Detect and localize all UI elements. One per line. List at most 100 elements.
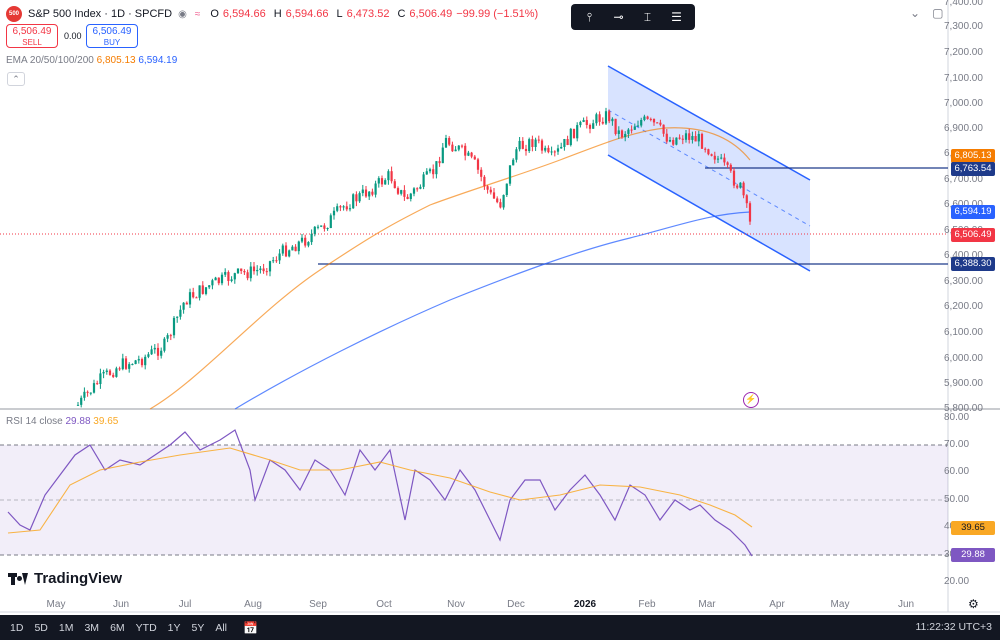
settings-gear-icon[interactable]: ⚙ xyxy=(968,597,979,611)
candle-body[interactable] xyxy=(92,383,96,393)
candle-body[interactable] xyxy=(396,188,400,194)
candles-group[interactable] xyxy=(76,107,752,408)
candle-body[interactable] xyxy=(409,193,412,199)
candle-body[interactable] xyxy=(233,273,236,280)
candle-body[interactable] xyxy=(393,181,396,189)
candle-body[interactable] xyxy=(643,116,646,120)
timeframe-button[interactable]: 5Y xyxy=(191,621,205,634)
candle-body[interactable] xyxy=(249,266,252,279)
candle-body[interactable] xyxy=(134,360,137,365)
candle-body[interactable] xyxy=(182,302,185,310)
candle-body[interactable] xyxy=(124,358,128,369)
timeframe-button[interactable]: 3M xyxy=(84,621,100,634)
candle-body[interactable] xyxy=(185,302,188,305)
candle-body[interactable] xyxy=(99,373,102,385)
candle-body[interactable] xyxy=(166,335,169,339)
candle-body[interactable] xyxy=(291,246,294,251)
candle-body[interactable] xyxy=(323,225,326,229)
candle-body[interactable] xyxy=(406,196,409,199)
candle-body[interactable] xyxy=(438,161,441,164)
candle-body[interactable] xyxy=(208,285,211,288)
candle-body[interactable] xyxy=(86,391,89,393)
candle-body[interactable] xyxy=(361,189,364,194)
candle-body[interactable] xyxy=(115,368,118,377)
compare-icon[interactable]: ≈ xyxy=(194,8,201,20)
candle-body[interactable] xyxy=(454,149,457,152)
candle-body[interactable] xyxy=(425,171,428,175)
lines-icon[interactable]: ☰ xyxy=(671,10,682,24)
candle-body[interactable] xyxy=(403,190,406,197)
candle-body[interactable] xyxy=(243,271,246,273)
candle-body[interactable] xyxy=(716,158,720,160)
candle-body[interactable] xyxy=(489,189,492,193)
measure-icon[interactable]: ⌶ xyxy=(643,9,652,24)
candle-body[interactable] xyxy=(329,215,332,229)
candle-body[interactable] xyxy=(390,171,393,182)
candle-body[interactable] xyxy=(137,359,140,361)
candle-body[interactable] xyxy=(598,114,601,122)
candle-body[interactable] xyxy=(284,245,288,257)
candle-body[interactable] xyxy=(531,139,534,147)
candle-body[interactable] xyxy=(684,133,688,140)
candle-body[interactable] xyxy=(691,136,694,140)
candle-body[interactable] xyxy=(246,272,249,279)
candle-body[interactable] xyxy=(435,161,438,175)
candle-body[interactable] xyxy=(240,268,243,272)
candle-body[interactable] xyxy=(188,292,192,305)
candle-body[interactable] xyxy=(710,154,713,156)
candle-body[interactable] xyxy=(736,185,739,188)
candle-body[interactable] xyxy=(624,133,627,138)
candle-body[interactable] xyxy=(675,137,678,145)
candle-body[interactable] xyxy=(595,114,598,124)
candle-body[interactable] xyxy=(297,241,300,252)
tradingview-logo[interactable]: TradingView xyxy=(8,570,122,587)
candle-body[interactable] xyxy=(582,119,585,122)
candle-body[interactable] xyxy=(422,174,425,187)
candle-body[interactable] xyxy=(112,374,115,377)
candle-body[interactable] xyxy=(307,242,310,246)
candle-body[interactable] xyxy=(486,186,489,190)
candle-body[interactable] xyxy=(419,186,422,189)
rsi-legend[interactable]: RSI 14 close 29.88 39.65 xyxy=(6,416,118,427)
candle-body[interactable] xyxy=(76,404,80,406)
candle-body[interactable] xyxy=(131,364,134,366)
candle-body[interactable] xyxy=(348,208,352,210)
candle-body[interactable] xyxy=(320,225,323,227)
timeframe-button[interactable]: 1M xyxy=(58,621,74,634)
candle-body[interactable] xyxy=(556,148,560,152)
candle-body[interactable] xyxy=(553,151,556,153)
candle-body[interactable] xyxy=(416,188,419,190)
candle-body[interactable] xyxy=(588,124,592,129)
candle-body[interactable] xyxy=(681,138,684,140)
candle-body[interactable] xyxy=(89,392,92,394)
candle-body[interactable] xyxy=(550,151,553,153)
candle-body[interactable] xyxy=(492,192,496,199)
candle-body[interactable] xyxy=(352,194,355,209)
candle-body[interactable] xyxy=(476,159,480,170)
candle-body[interactable] xyxy=(521,140,524,149)
candle-body[interactable] xyxy=(569,128,572,146)
candle-body[interactable] xyxy=(608,111,611,122)
candle-body[interactable] xyxy=(380,178,384,185)
candle-body[interactable] xyxy=(326,228,329,230)
candle-body[interactable] xyxy=(579,121,582,126)
rsi-tag[interactable]: 29.88 xyxy=(951,548,995,562)
candle-body[interactable] xyxy=(659,122,662,125)
candle-body[interactable] xyxy=(259,268,262,270)
candle-body[interactable] xyxy=(732,170,736,186)
candle-body[interactable] xyxy=(470,152,473,157)
candle-body[interactable] xyxy=(288,250,291,257)
candle-body[interactable] xyxy=(265,271,268,273)
candle-body[interactable] xyxy=(144,356,147,366)
candle-body[interactable] xyxy=(566,139,569,146)
candle-body[interactable] xyxy=(460,145,464,147)
candle-body[interactable] xyxy=(345,206,348,210)
candle-body[interactable] xyxy=(256,269,259,272)
candle-body[interactable] xyxy=(544,147,547,151)
candle-body[interactable] xyxy=(339,206,342,208)
candle-body[interactable] xyxy=(502,194,505,208)
candle-body[interactable] xyxy=(748,203,752,222)
candle-body[interactable] xyxy=(400,190,403,194)
date-range-icon[interactable]: 📅 xyxy=(243,620,258,635)
candle-body[interactable] xyxy=(368,191,371,197)
